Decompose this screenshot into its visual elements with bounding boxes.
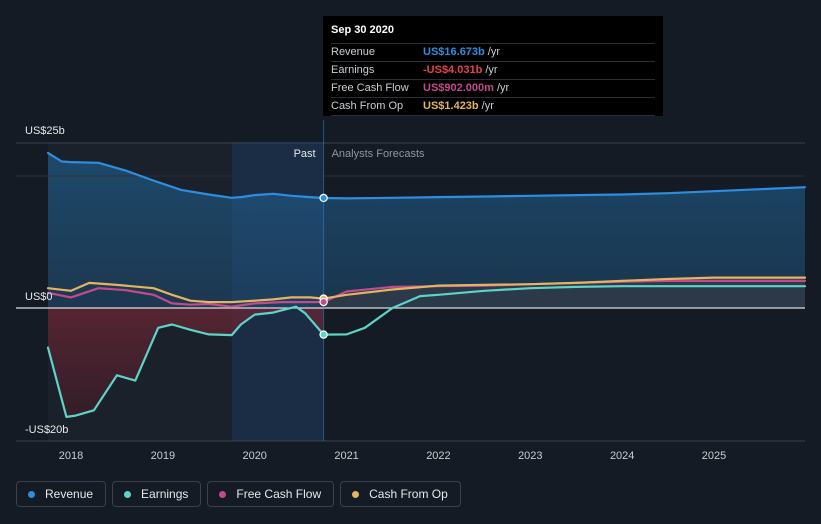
free-cash-flow-dot-icon: [219, 490, 227, 498]
forecast-label: Analysts Forecasts: [332, 148, 425, 160]
earnings-area: [48, 306, 324, 417]
x-tick-label: 2018: [59, 450, 83, 462]
tooltip-value: US$16.673b: [423, 46, 485, 58]
x-tick-label: 2022: [426, 450, 450, 462]
cash-from-op-dot-icon: [352, 490, 360, 498]
legend: Revenue Earnings Free Cash Flow Cash Fro…: [16, 481, 461, 507]
series-line-revenue: [46, 151, 807, 200]
earnings-dot-icon: [124, 490, 132, 498]
tooltip-unit: /yr: [487, 46, 500, 58]
tooltip-label: Free Cash Flow: [331, 82, 409, 94]
x-tick-label: 2020: [242, 450, 266, 462]
tooltip-row-revenue: Revenue US$16.673b /yr: [331, 44, 655, 62]
tooltip-row-earnings: Earnings -US$4.031b /yr: [331, 62, 655, 80]
series-line-earnings: [46, 285, 807, 418]
legend-label: Cash From Op: [369, 487, 448, 501]
x-tick-label: 2023: [518, 450, 542, 462]
tooltip-unit: /yr: [485, 64, 498, 76]
tooltip-row-free-cash-flow: Free Cash Flow US$902.000m /yr: [331, 80, 655, 98]
tooltip-label: Earnings: [331, 64, 375, 76]
legend-item-earnings[interactable]: Earnings: [112, 481, 202, 507]
series-line-cash-from-op: [46, 276, 807, 304]
tooltip-unit: /yr: [481, 100, 494, 112]
x-tick-label: 2021: [334, 450, 358, 462]
x-tick-label: 2025: [702, 450, 726, 462]
revenue-area: [48, 152, 805, 308]
past-label: Past: [294, 148, 316, 160]
legend-label: Earnings: [141, 487, 189, 501]
tooltip-value: -US$4.031b: [423, 64, 483, 76]
tooltip-label: Revenue: [331, 46, 376, 58]
revenue-dot-icon: [28, 490, 35, 498]
marker-free-cash-flow: [319, 297, 328, 307]
tooltip: Sep 30 2020 Revenue US$16.673b /yr Earni…: [323, 16, 663, 116]
tooltip-date: Sep 30 2020: [331, 24, 655, 44]
legend-label: Revenue: [45, 487, 94, 501]
y-tick-label: -US$20b: [25, 424, 68, 436]
y-tick-label: US$0: [25, 291, 53, 303]
tooltip-label: Cash From Op: [331, 100, 404, 112]
x-tick-label: 2024: [610, 450, 634, 462]
legend-label: Free Cash Flow: [236, 487, 322, 501]
y-tick-label: US$25b: [25, 125, 65, 137]
legend-item-free-cash-flow[interactable]: Free Cash Flow: [207, 481, 335, 507]
tooltip-value: US$902.000m: [423, 82, 494, 94]
marker-earnings: [319, 330, 328, 339]
legend-item-revenue[interactable]: Revenue: [16, 481, 107, 507]
legend-item-cash-from-op[interactable]: Cash From Op: [340, 481, 461, 507]
tooltip-value: US$1.423b: [423, 100, 479, 112]
x-tick-label: 2019: [151, 450, 175, 462]
tooltip-unit: /yr: [496, 82, 510, 94]
marker-revenue: [319, 193, 328, 203]
tooltip-row-cash-from-op: Cash From Op US$1.423b /yr: [331, 98, 655, 116]
